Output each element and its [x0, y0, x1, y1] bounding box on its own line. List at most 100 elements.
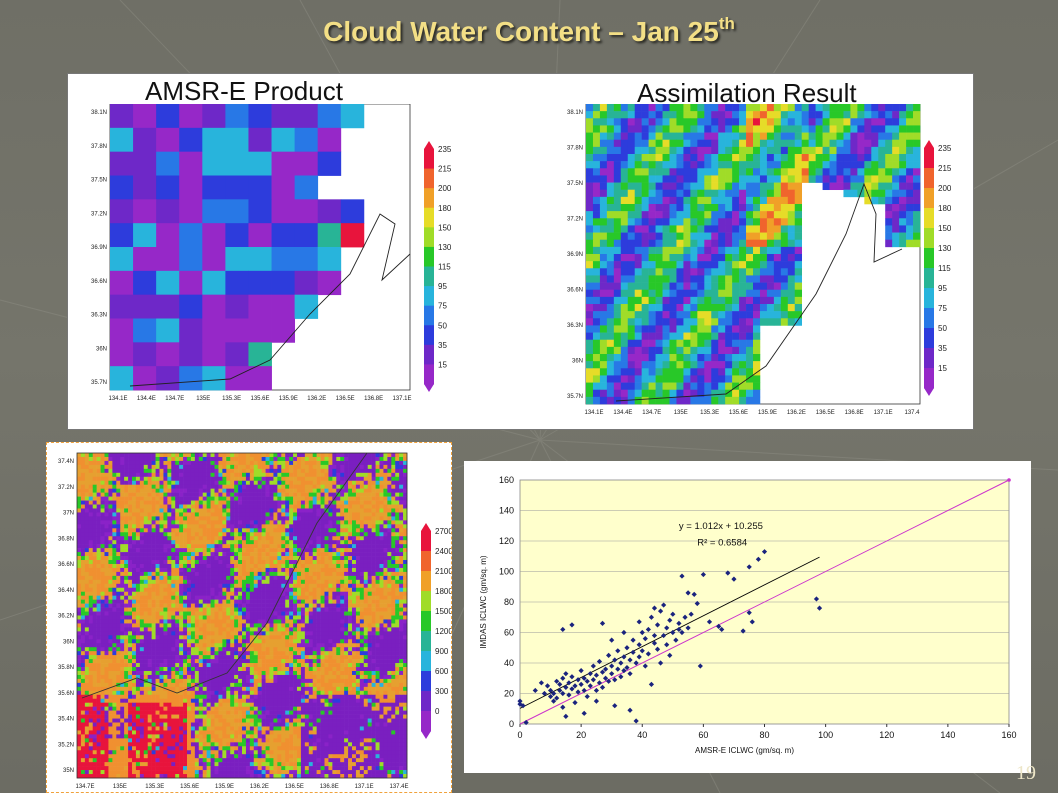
lwp-grid-cell [92, 453, 97, 458]
lwp-grid-cell [214, 579, 219, 585]
amsr-grid-cell [179, 247, 203, 272]
assimilation-grid-cell [892, 146, 900, 155]
assimilation-grid-cell [843, 146, 851, 155]
lwp-grid-cell [175, 500, 180, 505]
lwp-grid-cell [210, 563, 215, 569]
assimilation-grid-cell [746, 146, 754, 155]
lwp-grid-cell [316, 496, 321, 501]
lwp-grid-cell [155, 603, 160, 608]
lwp-grid-cell [183, 460, 188, 466]
assimilation-lat-tick: 36.3N [567, 323, 583, 329]
lwp-grid-cell [289, 579, 294, 585]
assimilation-grid-cell [766, 268, 775, 276]
assimilation-grid-cell [913, 182, 921, 191]
lwp-grid-cell [139, 567, 145, 573]
lwp-grid-cell [395, 544, 400, 549]
lwp-grid-cell [210, 528, 215, 533]
lwp-grid-cell [175, 516, 180, 521]
lwp-grid-cell [120, 599, 125, 604]
assimilation-grid-cell [690, 389, 698, 398]
assimilation-grid-cell [913, 161, 921, 169]
assimilation-grid-cell [599, 339, 608, 348]
lwp-grid-cell [80, 548, 86, 553]
lwp-grid-cell [77, 540, 82, 545]
assimilation-grid-cell [885, 204, 893, 212]
lwp-grid-cell [281, 532, 286, 537]
lwp-grid-cell [84, 476, 90, 482]
amsr-grid-cell [248, 247, 272, 272]
lwp-grid-cell [104, 560, 109, 565]
lwp-grid-cell [96, 468, 101, 474]
lwp-grid-cell [316, 476, 321, 482]
lwp-grid-cell [222, 500, 227, 505]
lwp-grid-cell [159, 456, 164, 462]
lwp-grid-cell [147, 496, 152, 501]
lwp-grid-cell [328, 464, 333, 470]
lwp-grid-cell [116, 488, 121, 493]
assimilation-grid-cell [725, 396, 733, 405]
lwp-grid-cell [352, 587, 357, 593]
lwp-grid-cell [206, 484, 211, 489]
lwp-grid-cell [324, 476, 329, 482]
lwp-grid-cell [387, 508, 392, 513]
lwp-grid-cell [242, 508, 247, 513]
amsr-grid-cell [317, 104, 342, 129]
assimilation-grid-cell [725, 389, 733, 398]
lwp-grid-cell [104, 453, 109, 458]
lwp-grid-cell [171, 556, 176, 561]
lwp-grid-cell [132, 556, 137, 561]
lwp-grid-cell [214, 464, 219, 470]
lwp-grid-cell [198, 528, 204, 533]
lwp-grid-cell [104, 508, 109, 513]
assimilation-grid-cell [739, 125, 747, 133]
assimilation-grid-cell [655, 211, 663, 219]
assimilation-grid-cell [801, 111, 809, 119]
lwp-grid-cell [375, 484, 380, 489]
lwp-grid-cell [210, 587, 215, 593]
lwp-grid-cell [277, 552, 282, 557]
lwp-grid-cell [352, 567, 357, 573]
lwp-grid-cell [88, 599, 94, 604]
assimilation-grid-cell [718, 361, 726, 369]
lwp-grid-cell [281, 591, 286, 596]
lwp-grid-cell [359, 456, 365, 462]
lwp-grid-cell [328, 540, 333, 545]
lwp-grid-cell [151, 595, 156, 600]
lwp-grid-cell [324, 571, 329, 577]
assimilation-grid-cell [739, 382, 747, 391]
lwp-grid-cell [143, 488, 149, 493]
lwp-grid-cell [100, 460, 105, 466]
lwp-grid-cell [308, 556, 314, 561]
assimilation-grid-cell [634, 125, 642, 133]
lwp-grid-cell [202, 563, 207, 569]
lwp-grid-cell [100, 500, 105, 505]
lwp-grid-cell [316, 603, 321, 608]
lwp-grid-cell [214, 544, 219, 549]
assimilation-grid-cell [690, 168, 698, 176]
assimilation-grid-cell [711, 204, 719, 212]
lwp-grid-cell [320, 488, 325, 493]
assimilation-grid-cell [725, 225, 733, 233]
assimilation-grid-cell [815, 146, 823, 155]
lwp-grid-cell [300, 575, 306, 581]
lwp-grid-cell [100, 480, 105, 486]
assimilation-grid-cell [606, 382, 615, 391]
lwp-grid-cell [300, 476, 306, 482]
assimilation-grid-cell [759, 168, 768, 176]
assimilation-grid-cell [759, 204, 768, 212]
lwp-grid-cell [135, 476, 141, 482]
assimilation-grid-cell [704, 361, 712, 369]
lwp-grid-cell [391, 484, 396, 489]
assimilation-grid-cell [592, 182, 601, 191]
lwp-grid-cell [375, 480, 380, 486]
lwp-grid-cell [289, 472, 294, 478]
lwp-grid-cell [92, 599, 97, 604]
lwp-grid-cell [403, 575, 408, 581]
lwp-grid-cell [367, 552, 372, 557]
assimilation-grid-cell [780, 146, 789, 155]
assimilation-grid-cell [718, 161, 726, 169]
lwp-grid-cell [238, 464, 243, 470]
lwp-grid-cell [88, 575, 94, 581]
assimilation-lon-tick: 136.8E [845, 410, 864, 416]
assimilation-grid-cell [850, 175, 858, 183]
